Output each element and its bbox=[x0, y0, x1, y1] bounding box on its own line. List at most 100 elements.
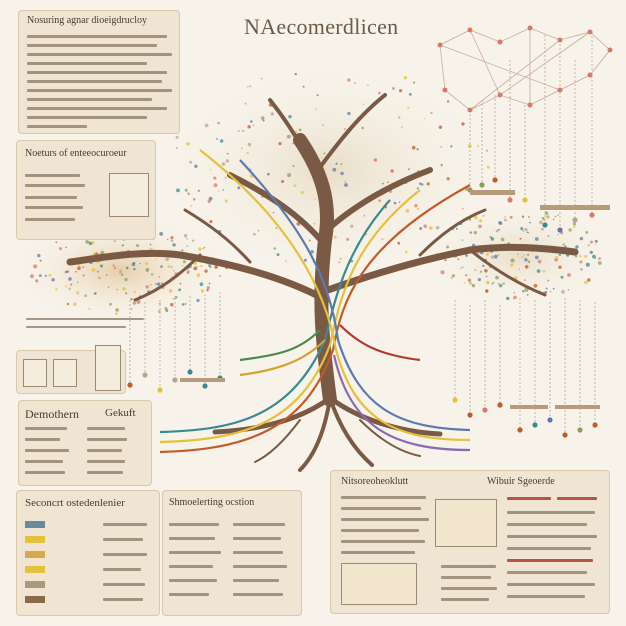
text-line bbox=[169, 537, 215, 540]
panel-lower-left: Demothern Gekuft bbox=[18, 400, 152, 486]
text-line bbox=[103, 523, 147, 526]
text-line bbox=[441, 598, 489, 601]
text-line bbox=[87, 460, 125, 463]
panel-heading: Nosuring agnar dioeigdrucloy bbox=[27, 15, 147, 26]
text-line bbox=[341, 529, 419, 532]
text-line bbox=[507, 535, 597, 538]
text-line bbox=[26, 326, 126, 328]
text-line bbox=[341, 496, 426, 499]
text-line bbox=[341, 518, 429, 521]
panel-heading: Wibuir Sgeoerde bbox=[487, 476, 555, 487]
text-line bbox=[507, 571, 587, 574]
text-line bbox=[87, 449, 122, 452]
text-line bbox=[27, 71, 167, 74]
panel-mid-left: Noeturs of enteeocuroeur bbox=[16, 140, 156, 240]
panel-heading: Noeturs of enteeocuroeur bbox=[25, 148, 127, 159]
text-line bbox=[87, 438, 127, 441]
panel-heading: Shmoelerting ocstion bbox=[169, 497, 255, 508]
tree-roots bbox=[212, 395, 443, 472]
text-line bbox=[25, 218, 75, 221]
text-line bbox=[27, 53, 172, 56]
color-swatch bbox=[25, 566, 45, 573]
text-line bbox=[27, 35, 167, 38]
network-graph bbox=[439, 27, 611, 111]
text-line bbox=[169, 523, 219, 526]
hanging-strings bbox=[127, 32, 598, 438]
text-line bbox=[103, 598, 143, 601]
color-swatch bbox=[25, 521, 45, 528]
text-line bbox=[25, 460, 63, 463]
chart-sketch bbox=[435, 499, 497, 547]
text-line bbox=[27, 98, 152, 101]
text-line bbox=[27, 89, 172, 92]
panel-heading: Nitsoreoheoklutt bbox=[341, 476, 409, 487]
text-line bbox=[341, 551, 415, 554]
panel-bottom-mid: Shmoelerting ocstion bbox=[162, 490, 302, 616]
text-line bbox=[441, 565, 496, 568]
sketch-figure bbox=[109, 173, 149, 217]
text-line bbox=[27, 125, 87, 128]
text-line bbox=[25, 438, 60, 441]
text-line bbox=[233, 523, 285, 526]
sketch-figure bbox=[53, 359, 77, 387]
color-swatch bbox=[25, 551, 45, 558]
text-line bbox=[27, 107, 167, 110]
text-line bbox=[103, 583, 145, 586]
panel-heading: Gekuft bbox=[105, 407, 136, 419]
text-line bbox=[441, 587, 497, 590]
text-line bbox=[233, 551, 283, 554]
text-line bbox=[26, 318, 144, 320]
text-line bbox=[169, 579, 217, 582]
shelf-bars bbox=[180, 190, 610, 409]
text-line bbox=[233, 579, 279, 582]
text-line bbox=[25, 196, 77, 199]
text-line bbox=[507, 523, 587, 526]
panel-bottom-right: Nitsoreoheoklutt Wibuir Sgeoerde bbox=[330, 470, 610, 614]
color-swatch bbox=[25, 581, 45, 588]
colored-cables bbox=[159, 149, 471, 454]
text-line bbox=[557, 497, 597, 500]
text-line bbox=[169, 551, 221, 554]
text-line bbox=[25, 206, 83, 209]
sketch-figure bbox=[95, 345, 121, 391]
text-line bbox=[87, 471, 123, 474]
text-line bbox=[507, 497, 551, 500]
text-line bbox=[507, 583, 595, 586]
tree-branches bbox=[66, 93, 579, 407]
text-line bbox=[233, 537, 281, 540]
color-swatch bbox=[25, 536, 45, 543]
text-line bbox=[25, 471, 65, 474]
text-line bbox=[233, 593, 283, 596]
text-line bbox=[25, 449, 69, 452]
text-line bbox=[25, 174, 80, 177]
color-swatch bbox=[25, 596, 45, 603]
text-line bbox=[507, 547, 591, 550]
sketch-figure bbox=[23, 359, 47, 387]
text-line bbox=[103, 553, 147, 556]
text-line bbox=[341, 507, 421, 510]
text-line bbox=[87, 427, 125, 430]
panel-sketch-strip bbox=[16, 345, 126, 394]
chart-sketch bbox=[341, 563, 417, 605]
text-line bbox=[27, 116, 147, 119]
network-nodes bbox=[437, 25, 613, 113]
text-line bbox=[169, 565, 213, 568]
text-line bbox=[441, 576, 491, 579]
panel-top-left: Nosuring agnar dioeigdrucloy bbox=[18, 10, 180, 134]
text-line bbox=[27, 44, 157, 47]
text-line bbox=[25, 184, 85, 187]
panel-bottom-left: Seconcrt ostedenlenier bbox=[16, 490, 160, 616]
text-line bbox=[27, 62, 147, 65]
text-line bbox=[103, 538, 143, 541]
text-line bbox=[103, 568, 141, 571]
text-line bbox=[507, 595, 585, 598]
text-line bbox=[233, 565, 287, 568]
text-line bbox=[25, 427, 67, 430]
panel-heading: Seconcrt ostedenlenier bbox=[25, 497, 125, 509]
text-line bbox=[341, 540, 425, 543]
text-line bbox=[169, 593, 209, 596]
text-line bbox=[507, 559, 593, 562]
text-line bbox=[507, 511, 595, 514]
panel-heading: Demothern bbox=[25, 407, 79, 421]
